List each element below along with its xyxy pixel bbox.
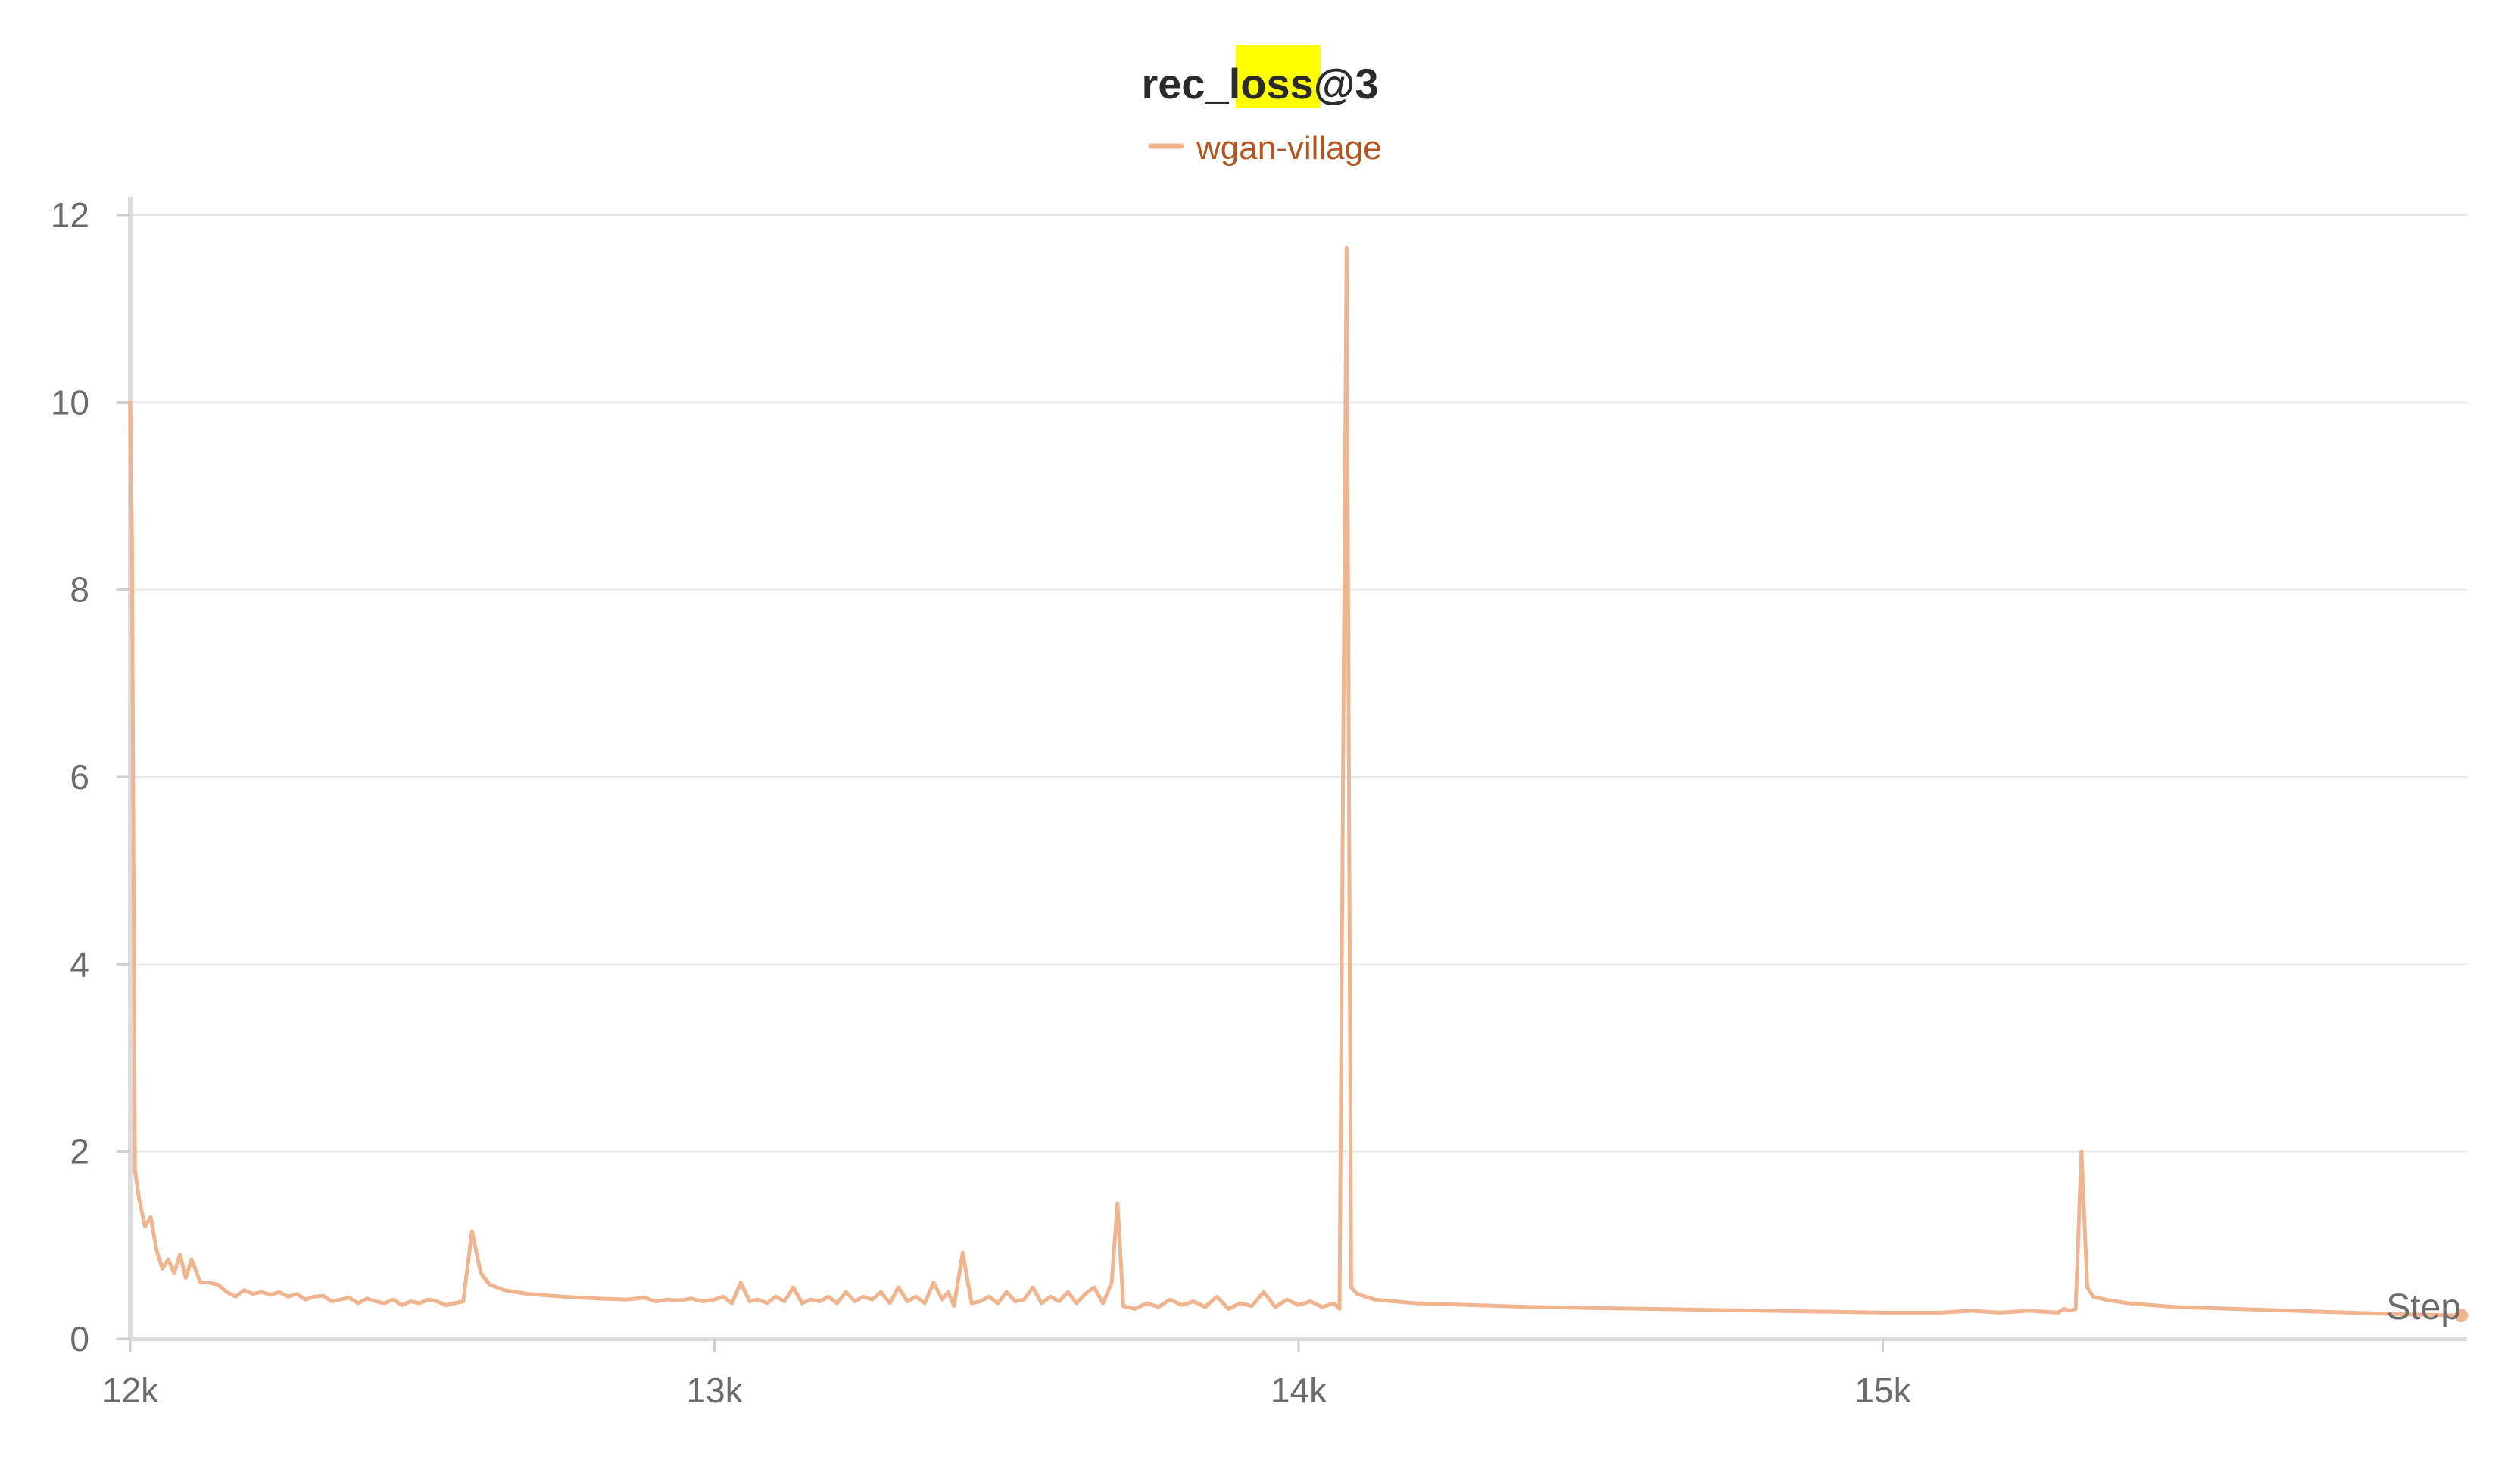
x-tick-label-2: 14k — [1271, 1371, 1327, 1410]
y-tick-label-1: 2 — [70, 1132, 89, 1171]
series-line-wgan-village[interactable] — [128, 245, 2463, 1318]
y-tick-label-2: 4 — [70, 944, 89, 984]
title-prefix: rec_ — [1141, 60, 1229, 108]
x-axis-label: Step — [2386, 1287, 2461, 1327]
y-tick-label-0: 0 — [70, 1319, 89, 1359]
y-tick-label-4: 8 — [70, 570, 89, 610]
y-axis-ticks: 0 2 4 6 8 10 12 — [51, 195, 130, 1359]
y-tick-label-5: 10 — [51, 382, 89, 422]
title-suffix: @3 — [1314, 60, 1379, 108]
x-tick-label-0: 12k — [102, 1371, 159, 1410]
y-tick-label-6: 12 — [51, 195, 89, 235]
x-tick-label-1: 13k — [686, 1371, 743, 1410]
series-layer — [128, 245, 2469, 1323]
series-endpoint-wgan-village[interactable] — [2454, 1309, 2469, 1323]
title-highlight-text: loss — [1229, 60, 1314, 108]
title-highlight — [1236, 45, 1321, 108]
grid — [130, 214, 2467, 1153]
x-axis-ticks: 12k 13k 14k 15k — [102, 1339, 1912, 1410]
x-tick-label-3: 15k — [1854, 1371, 1911, 1410]
legend-label-wgan-village[interactable]: wgan-village — [1196, 129, 1382, 167]
chart-title: rec_loss@3 — [1141, 60, 1378, 108]
y-tick-label-3: 6 — [70, 757, 89, 797]
axes — [128, 197, 2467, 1341]
